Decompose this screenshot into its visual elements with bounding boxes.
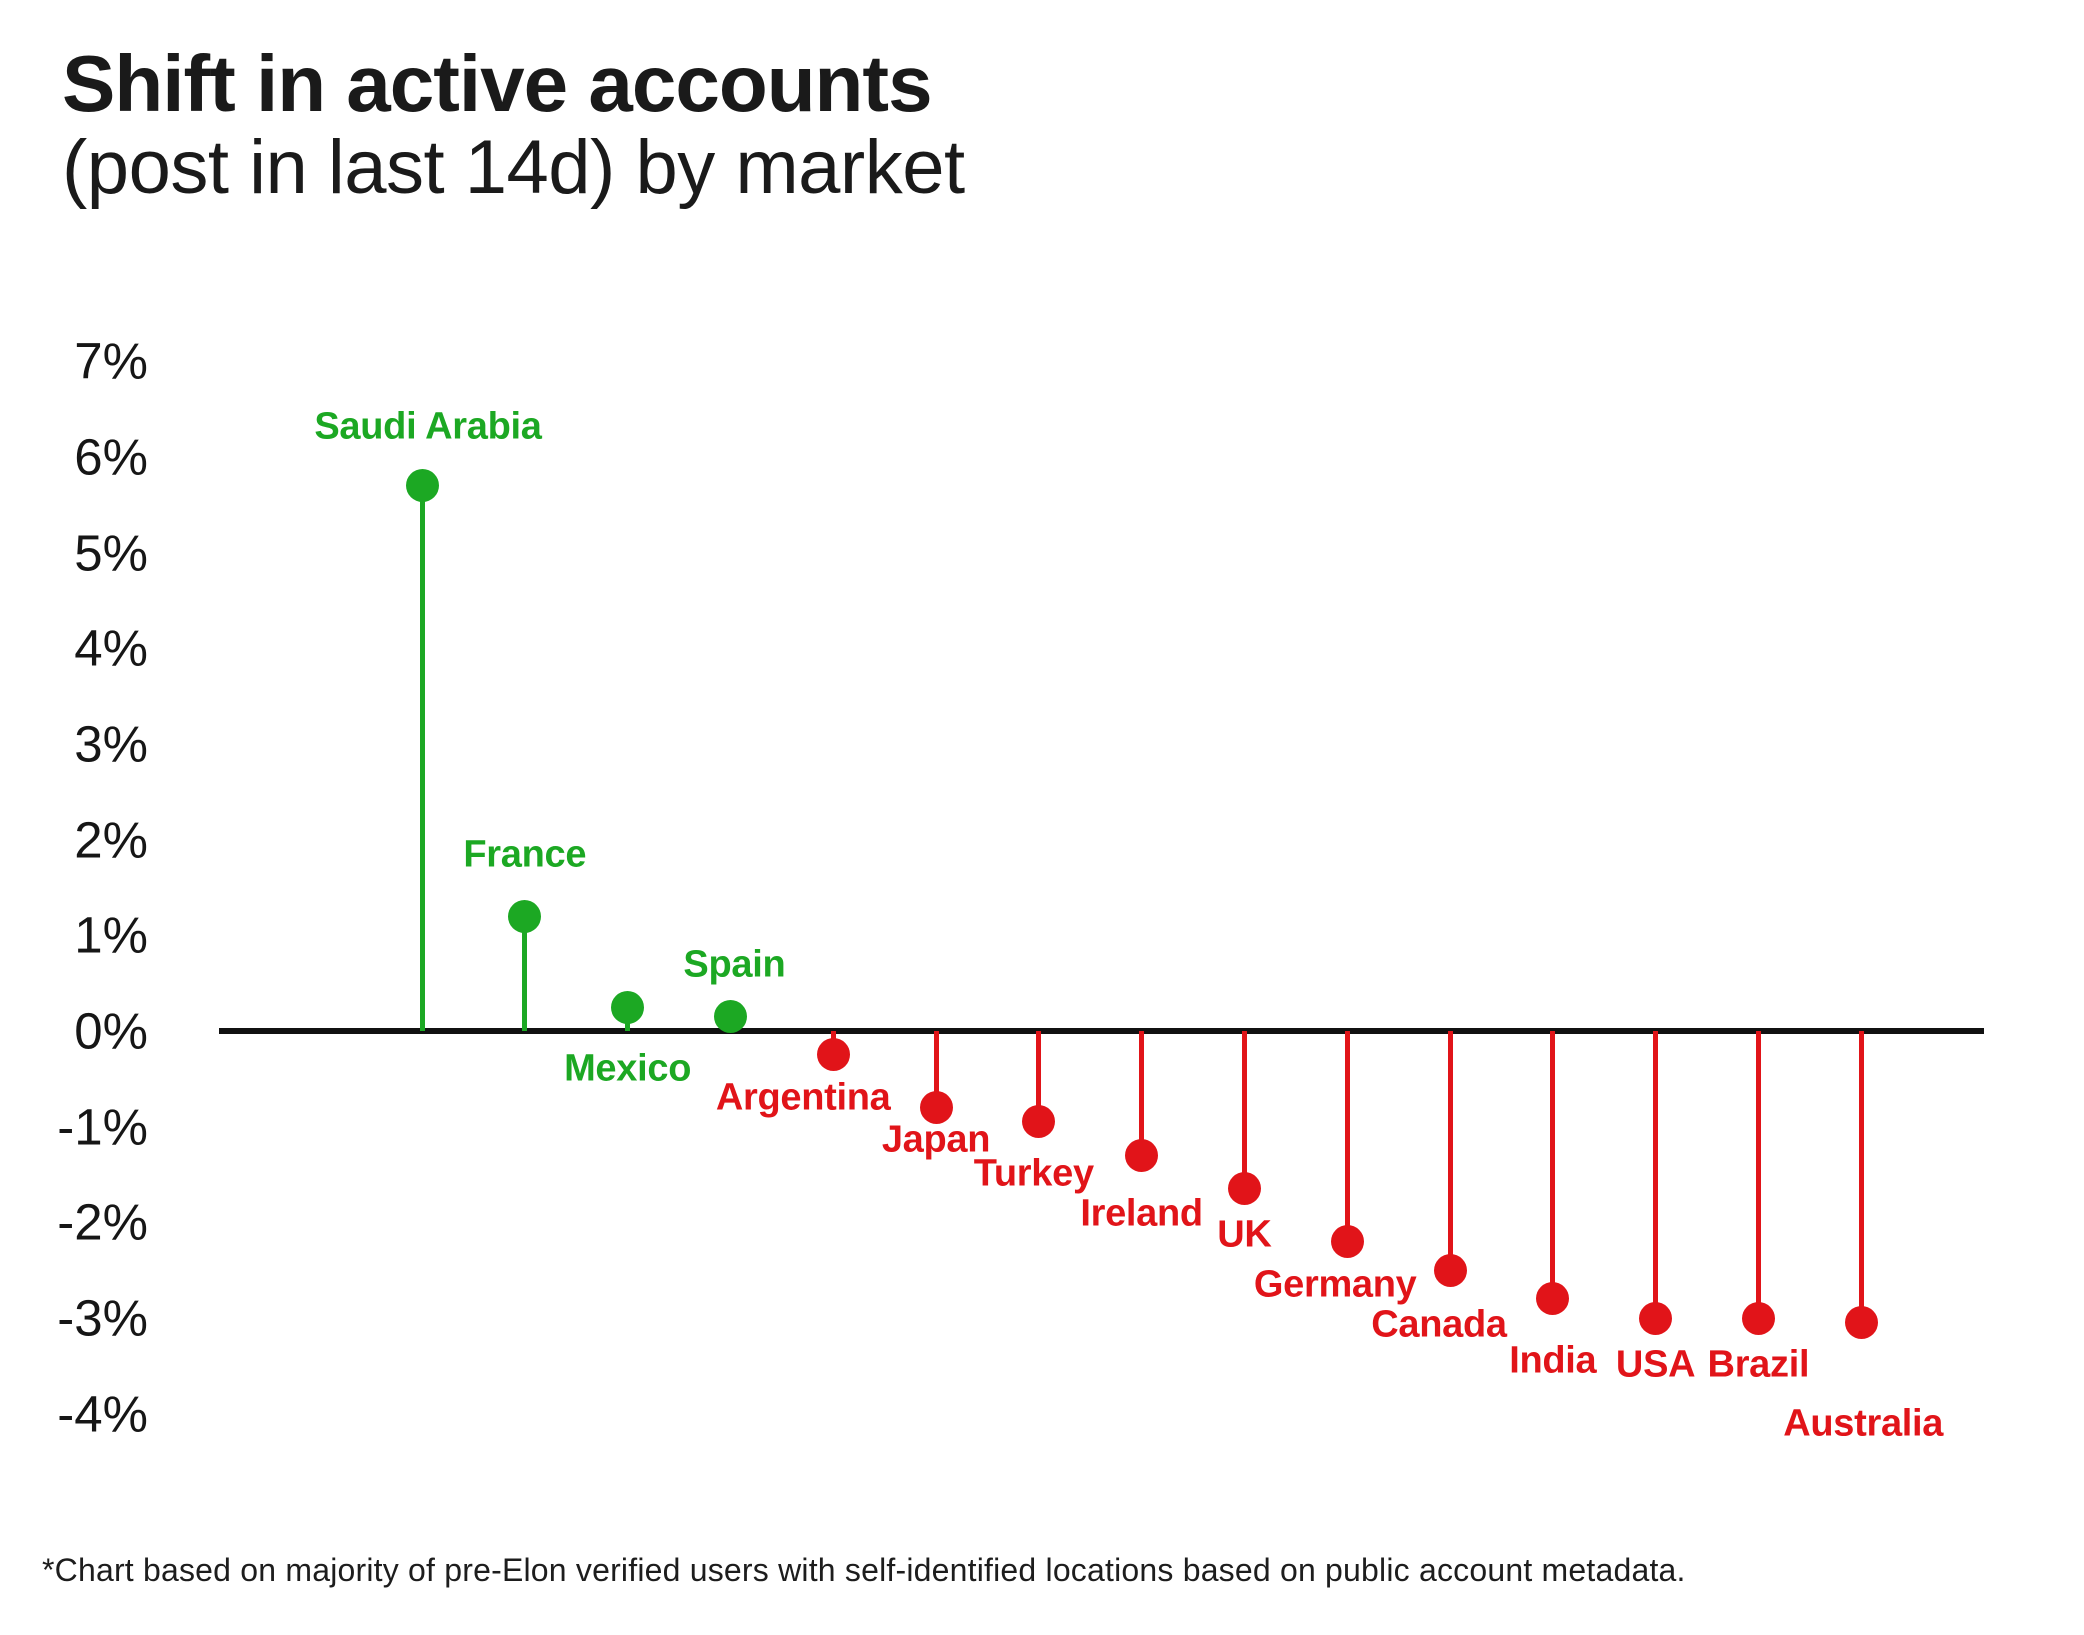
lollipop-dot <box>1330 1225 1364 1259</box>
lollipop-stem <box>1550 1031 1556 1299</box>
y-tick-label: 7% <box>74 332 148 390</box>
lollipop-label-saudi-arabia: Saudi Arabia <box>314 405 542 447</box>
lollipop-label-japan: Japan <box>881 1118 991 1161</box>
lollipop-label-canada: Canada <box>1371 1303 1507 1346</box>
lollipop-dot <box>919 1091 953 1125</box>
lollipop-stem <box>522 916 528 1031</box>
lollipop-stem <box>1447 1031 1453 1271</box>
lollipop-dot <box>405 469 439 502</box>
lollipop-dot <box>1125 1138 1159 1172</box>
lollipop-label-ireland: Ireland <box>1080 1192 1203 1235</box>
lollipop-dot <box>816 1038 850 1072</box>
lollipop-dot <box>1536 1282 1570 1316</box>
lollipop-label-argentina: Argentina <box>715 1076 891 1119</box>
lollipop-label-spain: Spain <box>683 943 786 986</box>
y-tick-label: 2% <box>74 811 148 869</box>
lollipop-dot <box>713 1000 747 1034</box>
lollipop-label-uk: UK <box>1217 1213 1272 1256</box>
y-tick-label: -2% <box>57 1193 148 1251</box>
y-tick-label: -4% <box>57 1385 148 1443</box>
lollipop-stem <box>1344 1031 1350 1242</box>
lollipop-stem <box>1653 1031 1659 1319</box>
lollipop-dot <box>611 990 645 1024</box>
lollipop-dot <box>1433 1253 1467 1287</box>
y-tick-label: -1% <box>57 1098 148 1156</box>
lollipop-dot <box>1844 1306 1878 1340</box>
lollipop-dot <box>1639 1301 1673 1335</box>
lollipop-label-turkey: Turkey <box>973 1152 1094 1195</box>
lollipop-label-brazil: Brazil <box>1707 1343 1810 1386</box>
lollipop-dot <box>1022 1105 1056 1139</box>
lollipop-stem <box>1755 1031 1761 1319</box>
lollipop-dot <box>1741 1301 1775 1335</box>
y-tick-label: -3% <box>57 1289 148 1347</box>
y-tick-label: 1% <box>74 906 148 964</box>
y-tick-label: 3% <box>74 715 148 773</box>
lollipop-label-mexico: Mexico <box>564 1047 692 1090</box>
lollipop-stem <box>1858 1031 1864 1323</box>
y-tick-label: 6% <box>74 428 148 486</box>
chart-subtitle: (post in last 14d) by market <box>62 125 965 210</box>
lollipop-stem <box>1036 1031 1042 1122</box>
x-axis-line <box>219 1028 1984 1034</box>
lollipop-label-usa: USA <box>1615 1343 1696 1386</box>
y-tick-label: 4% <box>74 619 148 677</box>
lollipop-stem <box>1139 1031 1145 1156</box>
lollipop-label-germany: Germany <box>1253 1263 1417 1306</box>
chart-title: Shift in active accounts <box>62 39 933 128</box>
y-tick-label: 5% <box>74 524 148 581</box>
footnote-text: *Chart based on majority of pre-Elon ver… <box>42 1552 1686 1588</box>
lollipop-stem <box>419 485 425 1031</box>
lollipop-label-australia: Australia <box>1783 1402 1944 1445</box>
lollipop-dot <box>1227 1172 1261 1206</box>
lollipop-stem <box>933 1031 939 1108</box>
y-tick-label: 0% <box>74 1002 148 1060</box>
lollipop-dot <box>508 899 542 933</box>
lollipop-label-india: India <box>1509 1339 1597 1382</box>
lollipop-stem <box>1241 1031 1247 1189</box>
lollipop-label-france: France <box>463 833 587 876</box>
